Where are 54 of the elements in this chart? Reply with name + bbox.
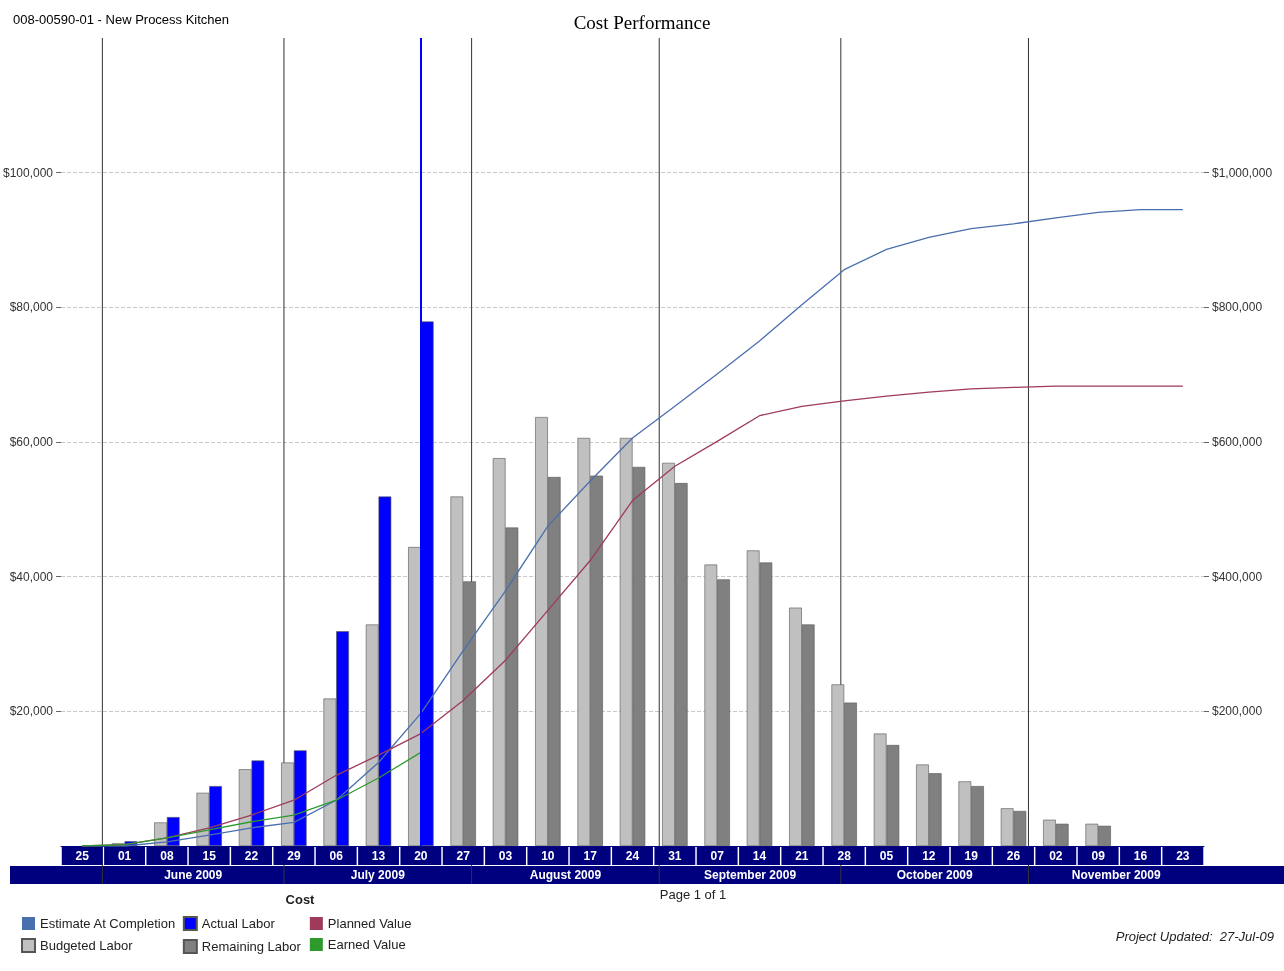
x-tick-label: 02 xyxy=(1049,848,1063,863)
y-tick-label: $40,000 xyxy=(9,569,54,584)
legend-title: Cost xyxy=(285,892,316,907)
text: Page 1 of 1 xyxy=(659,887,727,902)
x-tick-label: 24 xyxy=(625,848,640,863)
x-tick-label: 09 xyxy=(1091,848,1106,863)
text: October 2009 xyxy=(896,868,973,882)
y2-tick-label: $400,000 xyxy=(1212,569,1263,584)
x-tick-label: 21 xyxy=(795,848,809,863)
x-tick-label: 08 xyxy=(160,848,174,863)
x-tick-label: 07 xyxy=(710,848,725,863)
y2-tick-label: $600,000 xyxy=(1212,435,1263,449)
x-tick-label: 15 xyxy=(202,848,217,863)
x-tick-label: 12 xyxy=(922,848,936,863)
x-tick-label: 27 xyxy=(456,848,471,863)
legend-label: Planned Value xyxy=(327,916,412,931)
y-tick-label: $80,000 xyxy=(9,300,54,315)
x-tick-label: 29 xyxy=(287,848,301,863)
legend-label: Actual Labor xyxy=(201,916,276,931)
x-tick-label: 14 xyxy=(752,848,767,863)
text: July 2009 xyxy=(350,868,406,882)
y2-tick-label: $200,000 xyxy=(1212,704,1263,719)
legend-label: Remaining Labor xyxy=(201,939,302,954)
y2-tick-label: $800,000 xyxy=(1212,300,1263,315)
y-tick-label: $60,000 xyxy=(9,435,54,449)
x-tick-label: 01 xyxy=(117,848,132,863)
x-tick-label: 10 xyxy=(541,848,555,863)
x-tick-label: 20 xyxy=(414,848,428,863)
text: August 2009 xyxy=(529,868,602,882)
chart-title: Cost Performance xyxy=(573,12,711,33)
legend-label: Estimate At Completion xyxy=(40,916,176,931)
x-tick-label: 31 xyxy=(668,848,682,863)
text: September 2009 xyxy=(704,868,797,882)
x-tick-label: 16 xyxy=(1133,848,1148,863)
text: Project Updated: 27-Jul-09 xyxy=(1115,929,1274,944)
x-tick-label: 06 xyxy=(329,848,344,863)
x-tick-label: 03 xyxy=(498,848,513,863)
legend-label: Earned Value xyxy=(327,937,406,952)
legend-label: Budgeted Labor xyxy=(40,938,134,953)
x-tick-label: 22 xyxy=(244,848,259,863)
x-tick-label: 13 xyxy=(371,848,386,863)
y2-tick-label: $1,000,000 xyxy=(1212,165,1273,180)
y-tick-label: $20,000 xyxy=(9,704,54,719)
x-tick-label: 23 xyxy=(1176,848,1190,863)
y-tick-label: $100,000 xyxy=(2,165,54,180)
x-tick-label: 05 xyxy=(879,848,894,863)
text: November 2009 xyxy=(1071,868,1161,882)
x-tick-label: 26 xyxy=(1006,848,1021,863)
x-tick-label: 25 xyxy=(75,848,90,863)
chart-subtitle: 008-00590-01 - New Process Kitchen xyxy=(13,12,230,27)
x-tick-label: 28 xyxy=(837,848,852,863)
x-tick-label: 19 xyxy=(964,848,979,863)
text: June 2009 xyxy=(164,868,223,882)
x-tick-label: 17 xyxy=(583,848,598,863)
